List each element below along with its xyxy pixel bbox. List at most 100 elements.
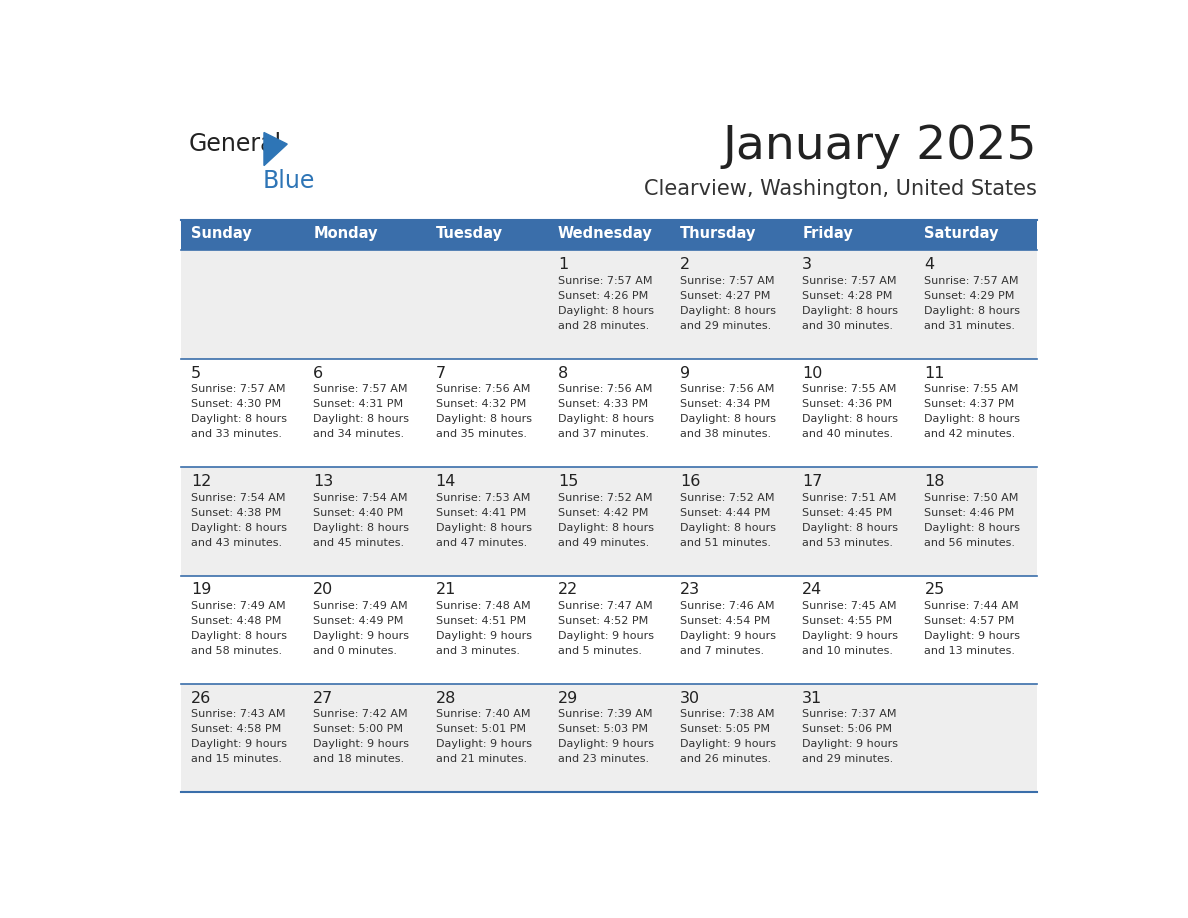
Text: 17: 17 <box>802 474 822 489</box>
Text: January 2025: January 2025 <box>722 124 1037 169</box>
Text: Daylight: 8 hours: Daylight: 8 hours <box>558 306 653 316</box>
Text: and 35 minutes.: and 35 minutes. <box>436 430 526 439</box>
Text: Sunset: 4:49 PM: Sunset: 4:49 PM <box>314 616 404 626</box>
Text: Sunset: 4:58 PM: Sunset: 4:58 PM <box>191 724 282 734</box>
Text: Sunset: 5:05 PM: Sunset: 5:05 PM <box>680 724 770 734</box>
Text: Daylight: 8 hours: Daylight: 8 hours <box>802 306 898 316</box>
Text: and 23 minutes.: and 23 minutes. <box>558 755 649 765</box>
Bar <box>181 359 303 467</box>
Text: Sunrise: 7:37 AM: Sunrise: 7:37 AM <box>802 710 897 720</box>
Bar <box>548 467 670 576</box>
Text: Sunset: 4:51 PM: Sunset: 4:51 PM <box>436 616 526 626</box>
Text: Sunrise: 7:57 AM: Sunrise: 7:57 AM <box>191 384 285 394</box>
Text: Sunset: 4:32 PM: Sunset: 4:32 PM <box>436 399 526 409</box>
Text: and 0 minutes.: and 0 minutes. <box>314 646 397 656</box>
Text: Daylight: 8 hours: Daylight: 8 hours <box>924 522 1020 532</box>
Text: Monday: Monday <box>314 227 378 241</box>
Text: Sunset: 4:36 PM: Sunset: 4:36 PM <box>802 399 892 409</box>
Text: Sunrise: 7:54 AM: Sunrise: 7:54 AM <box>191 493 285 502</box>
Text: 2: 2 <box>680 257 690 273</box>
Text: 26: 26 <box>191 691 211 706</box>
Text: Sunset: 5:00 PM: Sunset: 5:00 PM <box>314 724 404 734</box>
Text: Sunrise: 7:55 AM: Sunrise: 7:55 AM <box>924 384 1019 394</box>
Text: Sunrise: 7:56 AM: Sunrise: 7:56 AM <box>436 384 530 394</box>
Text: and 53 minutes.: and 53 minutes. <box>802 538 893 547</box>
Text: Daylight: 8 hours: Daylight: 8 hours <box>802 522 898 532</box>
Text: Clearview, Washington, United States: Clearview, Washington, United States <box>644 179 1037 199</box>
Bar <box>792 684 915 792</box>
Text: 4: 4 <box>924 257 935 273</box>
Text: Sunset: 4:26 PM: Sunset: 4:26 PM <box>558 291 649 301</box>
Bar <box>915 576 1037 684</box>
Text: and 26 minutes.: and 26 minutes. <box>680 755 771 765</box>
Text: 20: 20 <box>314 583 334 598</box>
Text: Sunset: 4:52 PM: Sunset: 4:52 PM <box>558 616 649 626</box>
Text: and 18 minutes.: and 18 minutes. <box>314 755 404 765</box>
Text: 6: 6 <box>314 365 323 381</box>
Text: Sunset: 4:55 PM: Sunset: 4:55 PM <box>802 616 892 626</box>
Text: and 21 minutes.: and 21 minutes. <box>436 755 526 765</box>
Bar <box>548 684 670 792</box>
Text: 13: 13 <box>314 474 334 489</box>
Text: 7: 7 <box>436 365 446 381</box>
Text: 8: 8 <box>558 365 568 381</box>
Text: Sunset: 4:28 PM: Sunset: 4:28 PM <box>802 291 892 301</box>
Text: Sunrise: 7:57 AM: Sunrise: 7:57 AM <box>802 275 897 285</box>
Text: Daylight: 8 hours: Daylight: 8 hours <box>191 522 287 532</box>
Text: Sunrise: 7:57 AM: Sunrise: 7:57 AM <box>924 275 1019 285</box>
Text: 29: 29 <box>558 691 579 706</box>
Text: and 38 minutes.: and 38 minutes. <box>680 430 771 439</box>
Text: Daylight: 8 hours: Daylight: 8 hours <box>680 306 776 316</box>
Text: 15: 15 <box>558 474 579 489</box>
Text: Sunrise: 7:57 AM: Sunrise: 7:57 AM <box>558 275 652 285</box>
Text: 22: 22 <box>558 583 579 598</box>
Bar <box>792 219 915 251</box>
Text: Sunrise: 7:49 AM: Sunrise: 7:49 AM <box>191 601 286 611</box>
Text: Sunrise: 7:57 AM: Sunrise: 7:57 AM <box>680 275 775 285</box>
Text: 31: 31 <box>802 691 822 706</box>
Text: Saturday: Saturday <box>924 227 999 241</box>
Text: Sunrise: 7:57 AM: Sunrise: 7:57 AM <box>314 384 407 394</box>
Text: Sunset: 4:37 PM: Sunset: 4:37 PM <box>924 399 1015 409</box>
Bar <box>792 359 915 467</box>
Bar <box>181 219 303 251</box>
Text: Sunset: 4:38 PM: Sunset: 4:38 PM <box>191 508 282 518</box>
Text: and 51 minutes.: and 51 minutes. <box>680 538 771 547</box>
Text: Daylight: 9 hours: Daylight: 9 hours <box>802 739 898 749</box>
Bar <box>425 219 548 251</box>
Bar <box>670 251 792 359</box>
Text: 19: 19 <box>191 583 211 598</box>
Bar <box>303 684 425 792</box>
Bar <box>425 684 548 792</box>
Bar <box>670 467 792 576</box>
Text: and 45 minutes.: and 45 minutes. <box>314 538 404 547</box>
Text: 11: 11 <box>924 365 944 381</box>
Text: Sunrise: 7:55 AM: Sunrise: 7:55 AM <box>802 384 897 394</box>
Text: and 7 minutes.: and 7 minutes. <box>680 646 764 656</box>
Bar <box>670 684 792 792</box>
Bar <box>425 467 548 576</box>
Bar <box>915 467 1037 576</box>
Text: 30: 30 <box>680 691 700 706</box>
Text: and 28 minutes.: and 28 minutes. <box>558 320 649 330</box>
Text: Sunset: 4:33 PM: Sunset: 4:33 PM <box>558 399 647 409</box>
Bar <box>548 219 670 251</box>
Text: Sunset: 4:45 PM: Sunset: 4:45 PM <box>802 508 892 518</box>
Bar <box>303 576 425 684</box>
Text: and 3 minutes.: and 3 minutes. <box>436 646 519 656</box>
Text: General: General <box>189 131 282 156</box>
Text: 14: 14 <box>436 474 456 489</box>
Text: Sunset: 5:06 PM: Sunset: 5:06 PM <box>802 724 892 734</box>
Bar <box>303 359 425 467</box>
Text: and 15 minutes.: and 15 minutes. <box>191 755 282 765</box>
Text: Sunrise: 7:44 AM: Sunrise: 7:44 AM <box>924 601 1019 611</box>
Text: Wednesday: Wednesday <box>558 227 652 241</box>
Text: and 43 minutes.: and 43 minutes. <box>191 538 283 547</box>
Text: Daylight: 8 hours: Daylight: 8 hours <box>924 414 1020 424</box>
Text: Sunset: 4:27 PM: Sunset: 4:27 PM <box>680 291 770 301</box>
Text: Sunset: 5:03 PM: Sunset: 5:03 PM <box>558 724 647 734</box>
Text: Sunset: 4:40 PM: Sunset: 4:40 PM <box>314 508 404 518</box>
Text: 24: 24 <box>802 583 822 598</box>
Text: Daylight: 8 hours: Daylight: 8 hours <box>314 522 410 532</box>
Bar <box>181 251 303 359</box>
